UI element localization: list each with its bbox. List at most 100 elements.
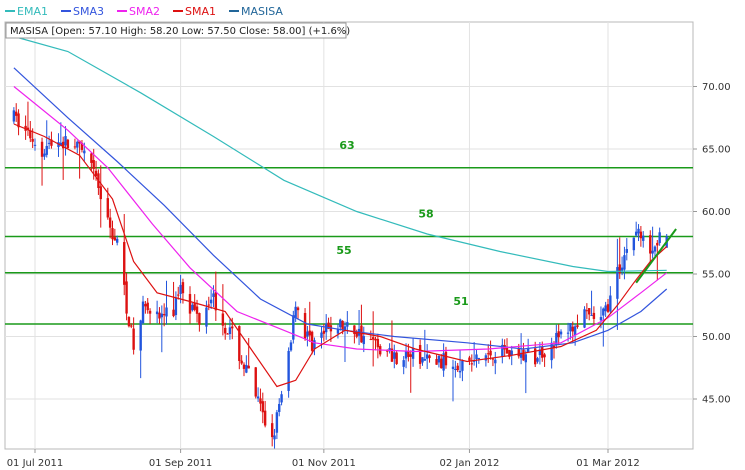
x-tick-label: 01 Jul 2011 xyxy=(7,458,64,469)
candle-body xyxy=(80,142,84,150)
y-tick-label: 65.00 xyxy=(702,145,731,156)
candle-body xyxy=(609,295,612,312)
candle-body xyxy=(322,330,326,334)
candle-body xyxy=(50,139,53,146)
candle-body xyxy=(571,326,574,332)
candle-body xyxy=(458,370,462,373)
level-label-58: 58 xyxy=(418,208,433,221)
candle-body xyxy=(289,342,293,351)
candle-body xyxy=(174,297,178,316)
candle-body xyxy=(524,354,528,363)
candle-body xyxy=(327,322,330,329)
candle-body xyxy=(336,329,340,334)
candle-body xyxy=(177,294,180,296)
candle-body xyxy=(228,327,232,335)
candle-body xyxy=(484,355,488,361)
candle-body xyxy=(160,313,164,318)
candle-body xyxy=(588,308,591,315)
candle-body xyxy=(308,330,311,336)
candle-body xyxy=(569,323,572,332)
candle-body xyxy=(519,352,523,358)
candle-body xyxy=(113,237,117,241)
candle-body xyxy=(555,332,558,345)
y-tick-label: 50.00 xyxy=(702,332,731,343)
legend-label-sma2: SMA2 xyxy=(129,5,160,18)
candle-body xyxy=(411,347,415,359)
candle-body xyxy=(487,353,490,355)
candle-body xyxy=(583,309,586,328)
candle-body xyxy=(146,302,149,311)
candle-body xyxy=(259,398,262,404)
candle-body xyxy=(362,336,365,345)
candle-body xyxy=(245,364,248,373)
candle-body xyxy=(320,332,323,338)
candle-body xyxy=(263,410,267,426)
candle-body xyxy=(461,360,464,371)
moving-average-lines xyxy=(13,35,668,388)
candle-body xyxy=(632,237,636,251)
candle-body xyxy=(468,357,471,361)
candle-body xyxy=(418,345,422,364)
candle-body xyxy=(270,423,274,438)
candle-body xyxy=(94,170,98,177)
candle-body xyxy=(158,312,161,319)
candle-body xyxy=(247,365,250,369)
candle-body xyxy=(566,332,570,334)
candle-body xyxy=(278,403,281,412)
candle-body xyxy=(637,228,640,234)
candle-body xyxy=(472,360,476,362)
candle-body xyxy=(501,344,504,357)
candle-body xyxy=(534,348,537,365)
y-axis: 45.00 50.00 55.00 60.00 65.00 70.00 xyxy=(693,82,731,406)
candle-body xyxy=(273,435,276,440)
legend: EMA1 SMA3 SMA2 SMA1 MASISA xyxy=(5,5,283,18)
candle-body xyxy=(64,136,67,146)
candle-body xyxy=(505,347,509,354)
candle-body xyxy=(43,153,46,157)
level-label-55: 55 xyxy=(336,244,351,257)
x-tick-label: 02 Jan 2012 xyxy=(439,458,499,469)
candle-body xyxy=(489,350,492,356)
candle-body xyxy=(155,311,159,315)
candle-body xyxy=(409,354,412,357)
candle-body xyxy=(522,349,525,361)
candle-body xyxy=(651,250,654,254)
candle-body xyxy=(658,232,661,243)
candle-body xyxy=(111,228,114,240)
level-labels: 63 58 55 51 xyxy=(336,139,468,308)
legend-label-sma3: SMA3 xyxy=(73,5,104,18)
candle-body xyxy=(437,355,441,363)
candle-body xyxy=(17,113,20,128)
candle-body xyxy=(40,141,44,157)
candle-body xyxy=(108,217,112,228)
candle-body xyxy=(442,353,445,371)
legend-label-sma1: SMA1 xyxy=(185,5,216,18)
candle-body xyxy=(296,307,300,311)
candle-body xyxy=(559,331,563,335)
candle-body xyxy=(313,340,316,350)
x-tick-label: 01 Nov 2011 xyxy=(292,458,356,469)
candle-body xyxy=(536,358,539,362)
candle-body xyxy=(73,146,77,148)
y-tick-label: 55.00 xyxy=(702,270,731,281)
candle-body xyxy=(231,326,234,329)
candle-body xyxy=(592,312,596,319)
candle-body xyxy=(123,242,126,285)
info-box-text: MASISA [Open: 57.10 High: 58.20 Low: 57.… xyxy=(10,26,350,37)
candle-body xyxy=(623,255,626,270)
candle-body xyxy=(66,139,70,149)
candle-body xyxy=(404,350,408,359)
candle-body xyxy=(508,349,511,357)
horizontal-levels xyxy=(5,167,693,325)
candle-body xyxy=(125,281,128,314)
x-axis: 01 Jul 2011 01 Sep 2011 01 Nov 2011 02 Jan … xyxy=(7,449,640,469)
candle-body xyxy=(292,315,295,340)
candle-body xyxy=(428,355,431,359)
candle-body xyxy=(179,284,182,295)
plot-area xyxy=(4,21,694,450)
legend-label-ema1: EMA1 xyxy=(17,5,48,18)
legend-label-masisa: MASISA xyxy=(241,5,283,18)
candle-body xyxy=(12,110,16,122)
candle-body xyxy=(550,342,553,361)
